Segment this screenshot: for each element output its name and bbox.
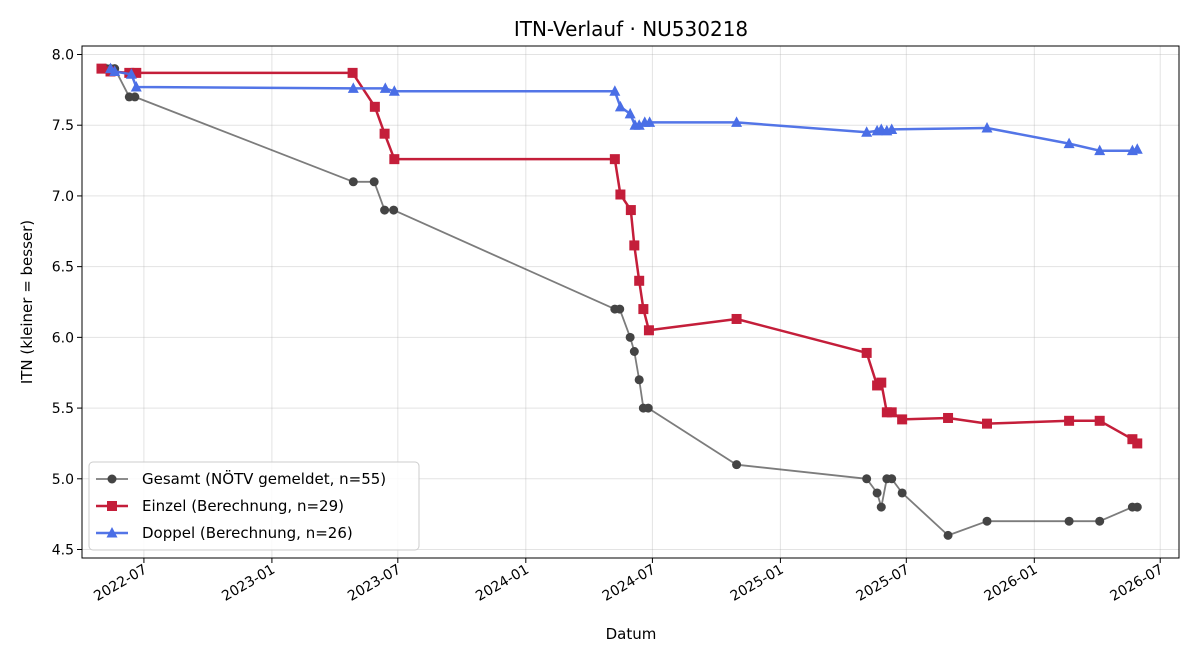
data-point [634,275,645,286]
data-point [1064,415,1075,426]
x-tick-label: 2025-07 [854,562,913,605]
legend-box [88,461,420,551]
data-point [731,313,742,324]
data-point [731,116,743,127]
data-point [389,154,400,165]
y-tick-label: 5.0 [52,472,74,488]
data-point [130,92,140,102]
data-point [131,67,142,78]
legend-marker [107,474,117,484]
y-tick-label: 4.5 [52,543,74,559]
data-point [125,68,137,79]
x-tick-label: 2025-01 [728,562,787,605]
data-point [615,189,626,200]
data-point [379,128,390,139]
data-point [886,123,898,134]
data-point [732,460,742,470]
data-point [1094,144,1106,156]
data-point [625,205,636,216]
data-point [629,347,639,357]
data-point [379,82,391,93]
x-tick-label: 2023-07 [345,562,404,605]
data-point [634,375,644,385]
legend-entry: Gesamt (NÖTV gemeldet, n=55) [142,469,386,488]
data-point [1132,438,1143,449]
data-point [633,119,645,130]
series-2 [96,63,1143,449]
data-point [897,414,908,425]
data-point [887,474,897,484]
data-point [1132,502,1142,512]
data-point [897,488,907,498]
legend-entry: Doppel (Berechnung, n=26) [142,524,353,542]
x-tick-label: 2026-01 [982,562,1041,605]
legend-marker [106,527,118,538]
data-point [876,377,887,388]
data-point [348,177,358,187]
y-tick-label: 6.5 [52,260,74,276]
data-point [1064,516,1074,526]
data-point [130,81,142,92]
data-point [861,347,872,358]
data-point [96,63,107,74]
data-point [369,177,379,187]
data-point [981,122,993,133]
y-tick-label: 6.0 [52,330,74,346]
data-point [886,407,897,418]
data-point [614,100,626,112]
legend-marker [107,501,117,511]
data-point [862,474,872,484]
data-point [624,107,636,119]
data-point [625,332,635,342]
series-layer [96,62,1143,540]
data-point [615,304,625,314]
x-tick-label: 2023-01 [219,562,278,605]
legend-entry: Einzel (Berechnung, n=29) [142,497,344,515]
x-tick-label: 2022-07 [91,562,150,605]
data-point [643,325,654,336]
y-axis-label: ITN (kleiner = besser) [18,220,36,384]
data-point [347,82,359,93]
data-point [872,488,882,498]
data-point [109,65,121,76]
data-point [638,304,649,315]
data-point [861,126,873,137]
legend: Gesamt (NÖTV gemeldet, n=55) Einzel (Bere… [88,461,420,551]
y-tick-label: 7.0 [52,189,74,205]
chart-title: ITN-Verlauf · NU530218 [514,17,748,41]
data-point [943,412,954,423]
data-point [380,205,390,215]
x-tick-label: 2024-07 [600,562,659,605]
y-tick-label: 5.5 [52,401,74,417]
data-point [369,101,380,112]
data-point [388,85,400,96]
y-tick-label: 8.0 [52,47,74,63]
data-point [609,154,620,165]
series-3 [105,62,1143,156]
data-point [389,205,399,215]
plot-frame [81,45,1180,559]
data-point [876,502,886,512]
data-point [1094,415,1105,426]
data-point [629,240,640,251]
data-point [347,67,358,78]
data-point [609,85,621,96]
data-point [1063,137,1075,149]
data-point [643,403,653,413]
x-axis-label: Datum [606,625,657,643]
y-tick-label: 7.5 [52,118,74,134]
x-axis: 2022-07 2023-01 2023-07 2024-01 2024-07 2025-… [91,558,1166,605]
x-tick-label: 2024-01 [473,562,532,605]
data-point [1095,516,1105,526]
data-point [982,516,992,526]
data-point [982,418,993,429]
data-point [1131,143,1143,154]
series-line [101,67,1139,445]
x-tick-label: 2026-07 [1108,562,1167,605]
data-point [943,530,953,540]
data-point [644,116,656,127]
y-axis: 4.5 5.0 5.5 6.0 6.5 7.0 7.5 8.0 [52,47,82,559]
